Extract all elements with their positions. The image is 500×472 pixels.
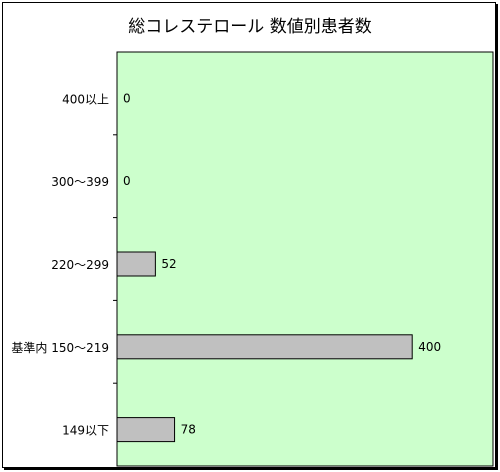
category-label-3: 220～299 — [51, 258, 109, 272]
bar-4 — [116, 334, 413, 360]
data-label-5: 78 — [181, 423, 196, 437]
bar-3 — [116, 251, 156, 277]
category-label-1: 400以上 — [62, 92, 109, 106]
category-label-2: 300～399 — [51, 175, 109, 189]
category-axis — [113, 134, 117, 384]
chart-title: 総コレステロール 数値別患者数 — [128, 17, 371, 37]
data-label-4: 400 — [418, 340, 441, 354]
bar-5 — [116, 417, 176, 443]
bars — [116, 251, 413, 443]
data-label-1: 0 — [123, 91, 131, 105]
category-label-4: 基準内 150～219 — [11, 340, 109, 355]
category-label-5: 149以下 — [62, 424, 109, 438]
bar-chart: 総コレステロール 数値別患者数 0 0 52 400 78 400以上 300～399 22… — [11, 17, 494, 467]
chart-frame: 総コレステロール 数値別患者数 0 0 52 400 78 400以上 300～399 22… — [2, 2, 496, 468]
plot-area — [116, 51, 494, 467]
category-labels: 400以上 300～399 220～299 基準内 150～219 149以下 — [11, 92, 109, 437]
data-labels: 0 0 52 400 78 — [123, 91, 441, 436]
data-label-2: 0 — [123, 174, 131, 188]
data-label-3: 52 — [161, 257, 176, 271]
